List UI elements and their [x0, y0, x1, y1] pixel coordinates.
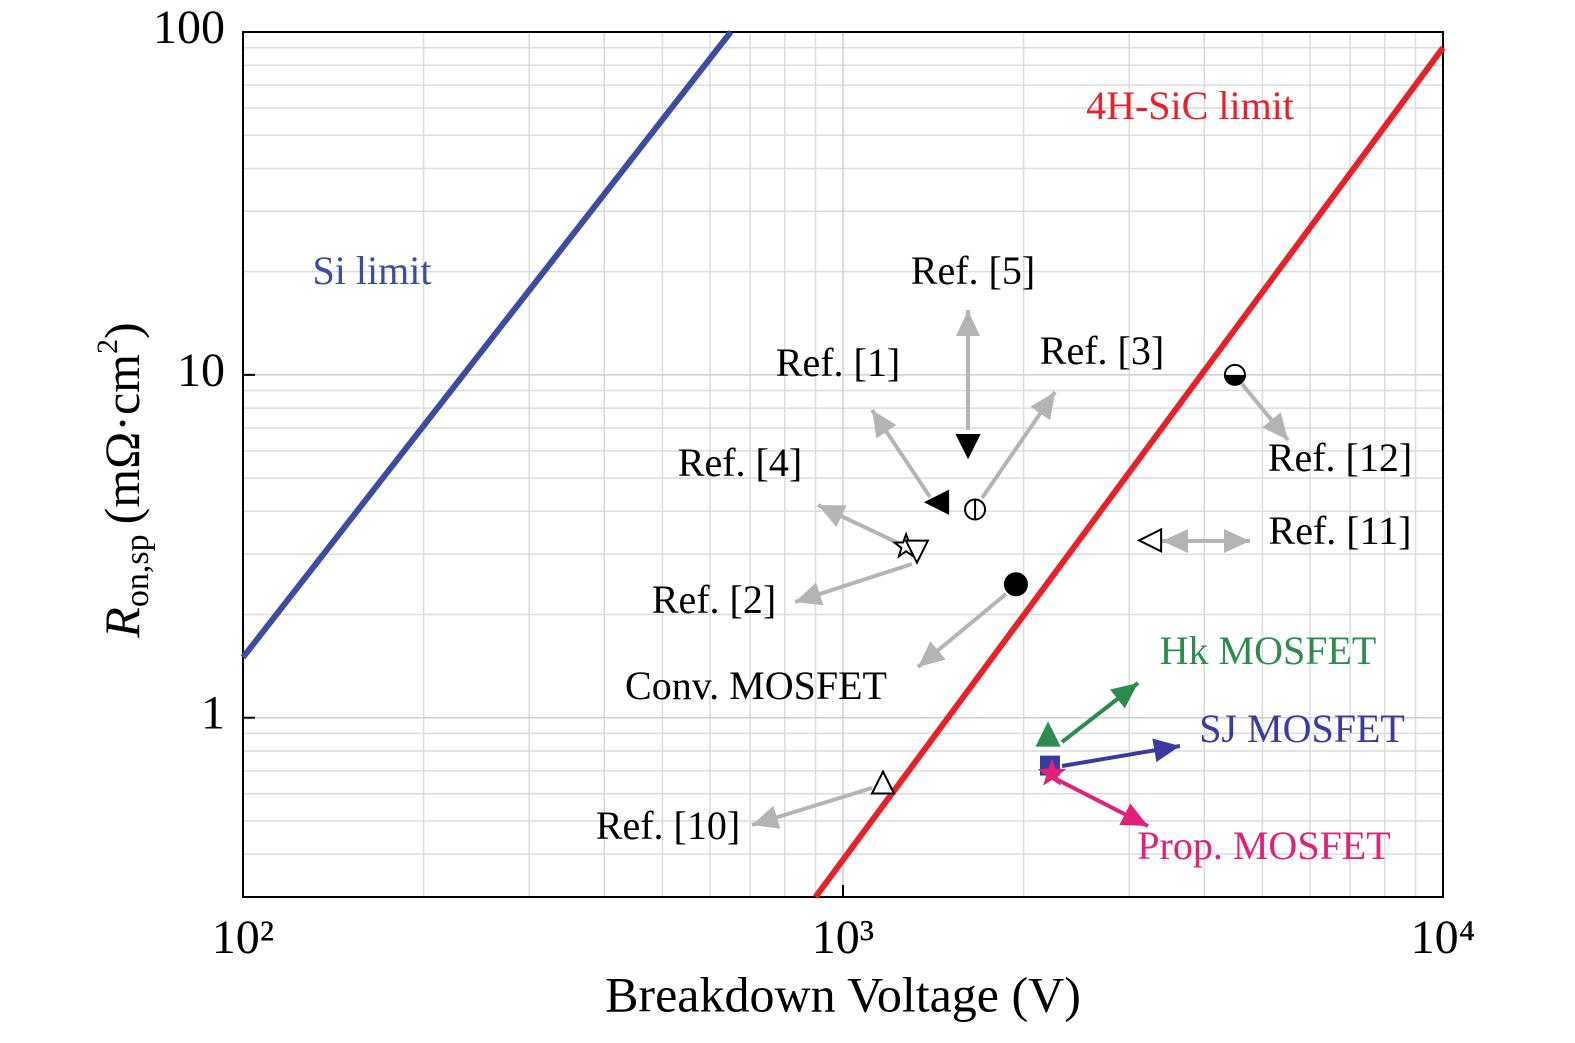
- point: [923, 489, 950, 515]
- point-label: Conv. MOSFET: [625, 663, 887, 708]
- limit-line: [240, 30, 734, 660]
- point-label: Ref. [1]: [776, 340, 900, 385]
- point: [955, 434, 981, 460]
- y-tick-label: 1: [201, 687, 225, 740]
- x-tick-label: 10³: [812, 911, 874, 964]
- arrow-head: [795, 582, 824, 606]
- y-label-sup: 2: [91, 339, 124, 354]
- arrow-head: [1030, 392, 1055, 421]
- limit-line: [813, 45, 1446, 899]
- arrow-head: [1152, 738, 1180, 763]
- point-label: Prop. MOSFET: [1137, 823, 1390, 868]
- arrow-head: [818, 505, 847, 527]
- y-axis-label: Ron,sp (mΩ·cm2): [91, 322, 156, 638]
- arrow-head: [872, 410, 897, 439]
- point-label: Ref. [10]: [596, 803, 740, 848]
- arrow-head: [1119, 803, 1148, 826]
- x-tick-label: 10²: [212, 911, 274, 964]
- point: [1003, 572, 1028, 597]
- point-label: Hk MOSFET: [1160, 628, 1377, 673]
- point: [1136, 527, 1163, 554]
- point: [1037, 758, 1067, 786]
- plot-frame: [242, 31, 1444, 898]
- x-axis-label: Breakdown Voltage (V): [605, 966, 1081, 1022]
- point: [904, 539, 930, 565]
- point-label: Ref. [4]: [678, 440, 802, 485]
- arrow-head: [1110, 683, 1138, 709]
- arrow-head: [752, 805, 781, 829]
- y-label-unit: (mΩ·cm: [94, 354, 150, 525]
- point-label: Ref. [11]: [1269, 508, 1412, 553]
- arrow-head: [1224, 529, 1250, 553]
- point: [1035, 721, 1061, 747]
- line-label: 4H-SiC limit: [1086, 83, 1294, 128]
- point-label: Ref. [2]: [652, 577, 776, 622]
- x-tick-label: 10⁴: [1411, 911, 1476, 964]
- point-label: Ref. [5]: [911, 248, 1035, 293]
- line-label: Si limit: [313, 248, 432, 293]
- point-detail: [1224, 374, 1245, 385]
- y-tick-label: 10: [177, 344, 225, 397]
- y-label-close: ): [94, 322, 150, 339]
- arrow-head: [1262, 412, 1288, 440]
- point: [870, 769, 896, 795]
- y-label-main: R: [94, 607, 150, 639]
- arrow-head: [956, 310, 980, 336]
- y-label-sub: on,sp: [119, 534, 156, 607]
- arrow-head: [918, 641, 946, 667]
- y-tick-label: 100: [153, 1, 225, 54]
- point-label: SJ MOSFET: [1199, 706, 1405, 751]
- arrow-head: [1162, 529, 1188, 553]
- point-label: Ref. [3]: [1040, 328, 1164, 373]
- point-label: Ref. [12]: [1268, 435, 1412, 480]
